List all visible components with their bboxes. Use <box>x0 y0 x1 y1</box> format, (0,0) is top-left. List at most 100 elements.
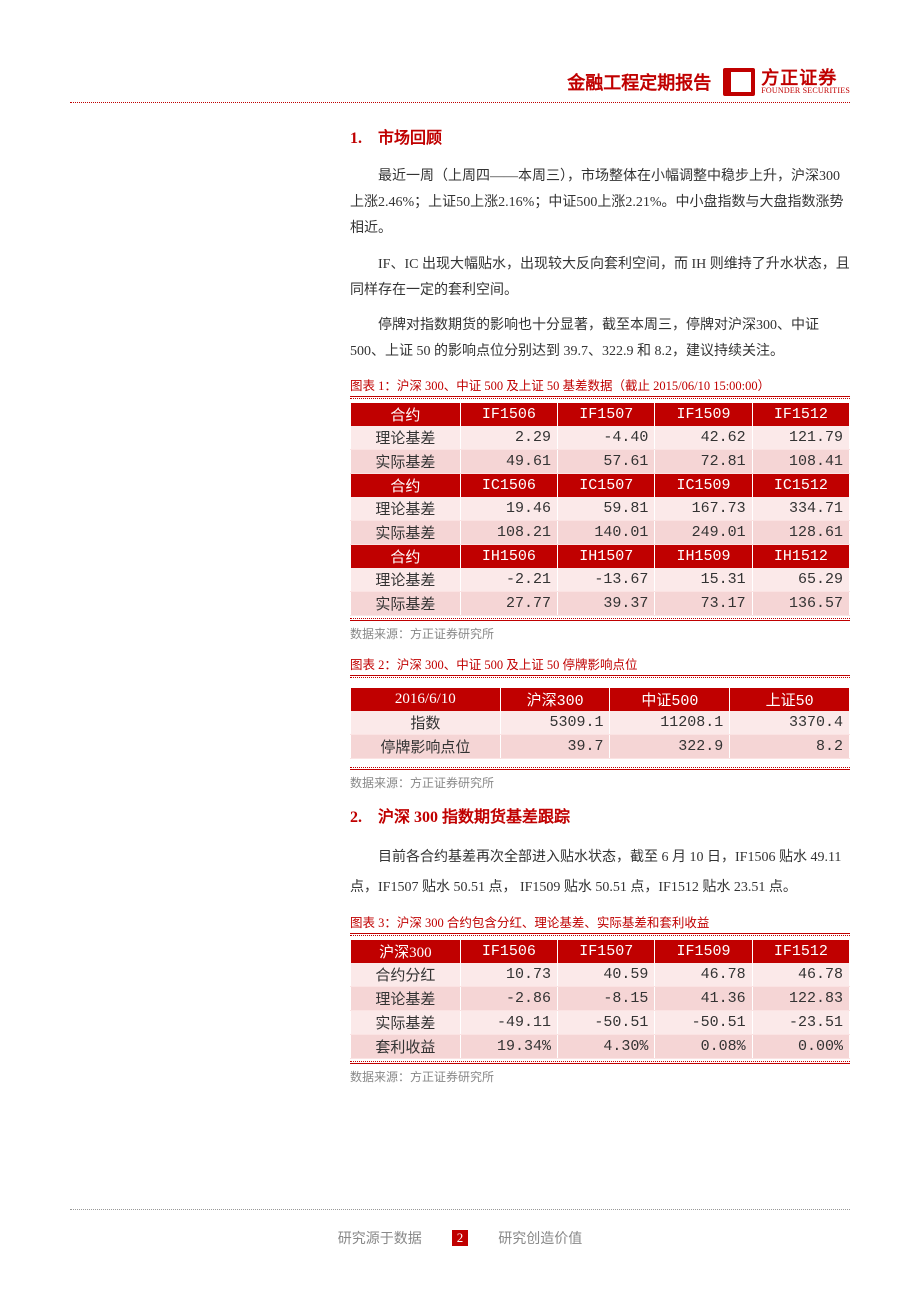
cell-value: IF1506 <box>460 940 557 963</box>
logo-block: 方正证券 FOUNDER SECURITIES <box>723 68 850 96</box>
cell-value: 108.41 <box>752 450 849 474</box>
section1-heading: 1. 市场回顾 <box>350 124 850 148</box>
cell-value: -23.51 <box>752 1011 849 1035</box>
cell-value: -13.67 <box>558 568 655 592</box>
logo-icon <box>723 68 755 96</box>
cell-value: -4.40 <box>558 426 655 450</box>
cell-value: IF1509 <box>655 403 752 426</box>
section1-p1: 最近一周（上周四——本周三），市场整体在小幅调整中稳步上升，沪深300上涨2.4… <box>350 164 850 242</box>
cell-value: IF1512 <box>752 403 849 426</box>
cell-value: 10.73 <box>460 963 557 987</box>
table-row: 指数5309.111208.13370.4 <box>351 711 850 735</box>
cell-value: 沪深300 <box>500 688 610 711</box>
cell-value: 136.57 <box>752 592 849 616</box>
table3: 沪深300IF1506IF1507IF1509IF1512合约分红10.7340… <box>350 940 850 1059</box>
cell-value: 249.01 <box>655 521 752 545</box>
cell-value: 108.21 <box>460 521 557 545</box>
cell-value: -50.51 <box>655 1011 752 1035</box>
cell-value: 19.34% <box>460 1035 557 1059</box>
page-header: 金融工程定期报告 方正证券 FOUNDER SECURITIES <box>0 68 920 103</box>
cell-value: IF1507 <box>558 403 655 426</box>
table-row: 理论基差19.4659.81167.73334.71 <box>351 497 850 521</box>
cell-value: 46.78 <box>752 963 849 987</box>
cell-value: -49.11 <box>460 1011 557 1035</box>
table-header-row: 合约IC1506IC1507IC1509IC1512 <box>351 474 850 498</box>
cell-value: 42.62 <box>655 426 752 450</box>
cell-value: IC1512 <box>752 474 849 498</box>
cell-value: 41.36 <box>655 987 752 1011</box>
cell-value: 334.71 <box>752 497 849 521</box>
row-label: 合约 <box>351 474 461 498</box>
cell-value: 5309.1 <box>500 711 610 735</box>
cell-value: IF1509 <box>655 940 752 963</box>
row-label: 合约 <box>351 545 461 569</box>
footer-divider <box>70 1209 850 1210</box>
cell-value: 3370.4 <box>730 711 850 735</box>
cell-value: 59.81 <box>558 497 655 521</box>
table-row: 实际基差27.7739.3773.17136.57 <box>351 592 850 616</box>
table3-top-rule <box>350 933 850 936</box>
table-row: 实际基差-49.11-50.51-50.51-23.51 <box>351 1011 850 1035</box>
table2: 2016/6/10沪深300中证500上证50指数5309.111208.133… <box>350 688 850 759</box>
cell-value: IH1512 <box>752 545 849 569</box>
cell-value: IC1507 <box>558 474 655 498</box>
row-label: 2016/6/10 <box>351 688 501 711</box>
table3-title: 图表 3：沪深 300 合约包含分红、理论基差、实际基差和套利收益 <box>350 912 850 931</box>
cell-value: IH1507 <box>558 545 655 569</box>
cell-value: -2.86 <box>460 987 557 1011</box>
table2-bottom-rule <box>350 767 850 770</box>
cell-value: 65.29 <box>752 568 849 592</box>
table-row: 理论基差-2.21-13.6715.3165.29 <box>351 568 850 592</box>
table-row: 合约分红10.7340.5946.7846.78 <box>351 963 850 987</box>
table-row: 理论基差2.29-4.4042.62121.79 <box>351 426 850 450</box>
table-row: 实际基差49.6157.6172.81108.41 <box>351 450 850 474</box>
table2-spacer2 <box>350 759 850 765</box>
cell-value: 49.61 <box>460 450 557 474</box>
row-label: 合约分红 <box>351 963 461 987</box>
cell-value: IF1507 <box>558 940 655 963</box>
row-label: 停牌影响点位 <box>351 735 501 759</box>
page-number: 2 <box>452 1230 469 1246</box>
cell-value: 27.77 <box>460 592 557 616</box>
logo-text: 方正证券 FOUNDER SECURITIES <box>761 69 850 95</box>
cell-value: -8.15 <box>558 987 655 1011</box>
row-label: 实际基差 <box>351 450 461 474</box>
cell-value: 0.00% <box>752 1035 849 1059</box>
cell-value: 46.78 <box>655 963 752 987</box>
row-label: 理论基差 <box>351 426 461 450</box>
cell-value: 122.83 <box>752 987 849 1011</box>
cell-value: 39.37 <box>558 592 655 616</box>
cell-value: IC1506 <box>460 474 557 498</box>
cell-value: 15.31 <box>655 568 752 592</box>
cell-value: 57.61 <box>558 450 655 474</box>
cell-value: IH1506 <box>460 545 557 569</box>
content-column: 1. 市场回顾 最近一周（上周四——本周三），市场整体在小幅调整中稳步上升，沪深… <box>350 124 850 1097</box>
table1-top-rule <box>350 396 850 399</box>
cell-value: IF1512 <box>752 940 849 963</box>
header-divider <box>70 102 850 103</box>
row-label: 套利收益 <box>351 1035 461 1059</box>
section2-heading: 2. 沪深 300 指数期货基差跟踪 <box>350 803 850 827</box>
table3-source: 数据来源：方正证券研究所 <box>350 1068 850 1085</box>
table-header-row: 合约IH1506IH1507IH1509IH1512 <box>351 545 850 569</box>
cell-value: IF1506 <box>460 403 557 426</box>
cell-value: 128.61 <box>752 521 849 545</box>
table-header-row: 合约IF1506IF1507IF1509IF1512 <box>351 403 850 426</box>
cell-value: 167.73 <box>655 497 752 521</box>
table-row: 套利收益19.34%4.30%0.08%0.00% <box>351 1035 850 1059</box>
row-label: 实际基差 <box>351 592 461 616</box>
cell-value: 39.7 <box>500 735 610 759</box>
table-row: 停牌影响点位39.7322.98.2 <box>351 735 850 759</box>
row-label: 理论基差 <box>351 497 461 521</box>
row-label: 实际基差 <box>351 521 461 545</box>
cell-value: -2.21 <box>460 568 557 592</box>
cell-value: 73.17 <box>655 592 752 616</box>
cell-value: 72.81 <box>655 450 752 474</box>
cell-value: 121.79 <box>752 426 849 450</box>
cell-value: 40.59 <box>558 963 655 987</box>
table-header-row: 2016/6/10沪深300中证500上证50 <box>351 688 850 711</box>
cell-value: 4.30% <box>558 1035 655 1059</box>
cell-value: 19.46 <box>460 497 557 521</box>
table2-top-rule <box>350 675 850 678</box>
footer-right: 研究创造价值 <box>498 1228 582 1248</box>
